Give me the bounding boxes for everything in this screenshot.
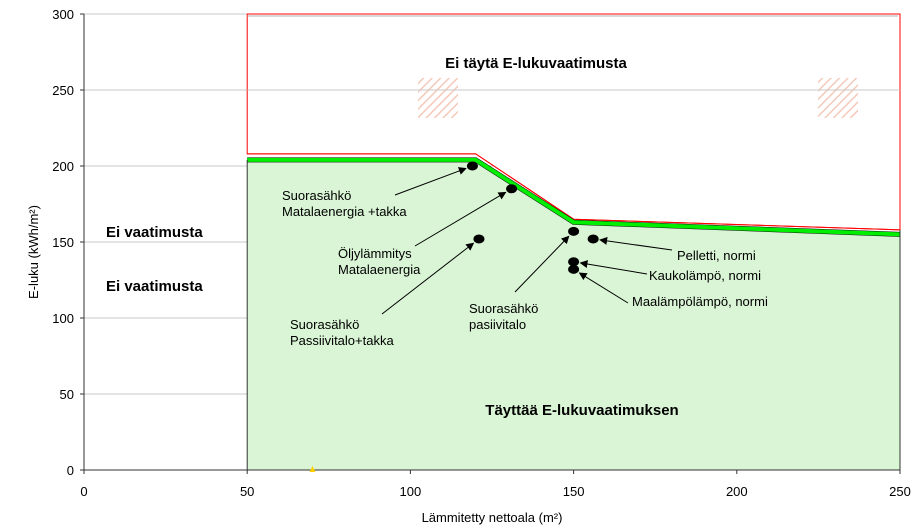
region-label-pass: Täyttää E-lukuvaatimuksen [485, 402, 678, 419]
x-tick-label-250: 250 [889, 484, 911, 499]
annotation-arrow-5 [579, 260, 648, 275]
y-tick-label-250: 250 [52, 83, 74, 98]
point-label-2-1: Passiivitalo+takka [290, 333, 394, 348]
region-label-no-req-2: Ei vaatimusta [106, 278, 203, 295]
point-label-0-1: Matalaenergia +takka [282, 204, 407, 219]
point-label-4-0: Pelletti, normi [677, 248, 756, 263]
data-point-4 [587, 234, 599, 244]
region-label-no-req-1: Ei vaatimusta [106, 224, 203, 241]
x-axis-label: Lämmitetty nettoala (m²) [422, 510, 563, 525]
point-label-2-0: Suorasähkö [290, 317, 359, 332]
point-label-5-0: Kaukolämpö, normi [649, 268, 761, 283]
point-label-3-0: Suorasähkö [469, 301, 538, 316]
x-tick-label-0: 0 [80, 484, 87, 499]
y-tick-label-300: 300 [52, 7, 74, 22]
region-label-fail: Ei täytä E-lukuvaatimusta [445, 55, 627, 72]
y-tick-label-100: 100 [52, 311, 74, 326]
annotation-arrow-6 [578, 272, 629, 304]
pass-region [247, 159, 900, 471]
limit-line-red [247, 153, 901, 231]
data-point-0 [466, 161, 478, 171]
data-point-6 [568, 264, 580, 274]
annotation-arrow-4 [599, 236, 673, 251]
point-label-0-0: Suorasähkö [282, 188, 351, 203]
x-tick-label-200: 200 [726, 484, 748, 499]
point-label-1-0: Öljylämmitys [338, 246, 412, 261]
x-tick-label-150: 150 [563, 484, 585, 499]
annotation-arrow-1 [414, 191, 507, 247]
point-label-6-0: Maalämpölämpö, normi [632, 294, 768, 309]
axis-marker [309, 466, 316, 472]
y-axis-label: E-luku (kWh/m²) [26, 205, 41, 299]
annotation-arrow-0 [394, 167, 467, 196]
y-tick-label-0: 0 [67, 463, 74, 478]
annotation-arrow-3 [514, 235, 570, 293]
point-label-3-1: pasiivitalo [469, 317, 526, 332]
data-point-3 [568, 226, 580, 236]
data-point-2 [473, 234, 485, 244]
hatch-box-left [418, 78, 458, 118]
limit-line-green [247, 157, 901, 237]
annotation-arrow-2 [381, 242, 475, 315]
x-tick-label-100: 100 [400, 484, 422, 499]
data-point-5 [568, 257, 580, 267]
y-tick-label-150: 150 [52, 235, 74, 250]
point-label-1-1: Matalaenergia [338, 262, 421, 277]
y-tick-label-200: 200 [52, 159, 74, 174]
hatch-box-right [818, 78, 858, 118]
y-tick-label-50: 50 [60, 387, 74, 402]
x-tick-label-50: 50 [240, 484, 254, 499]
data-point-1 [506, 184, 518, 194]
